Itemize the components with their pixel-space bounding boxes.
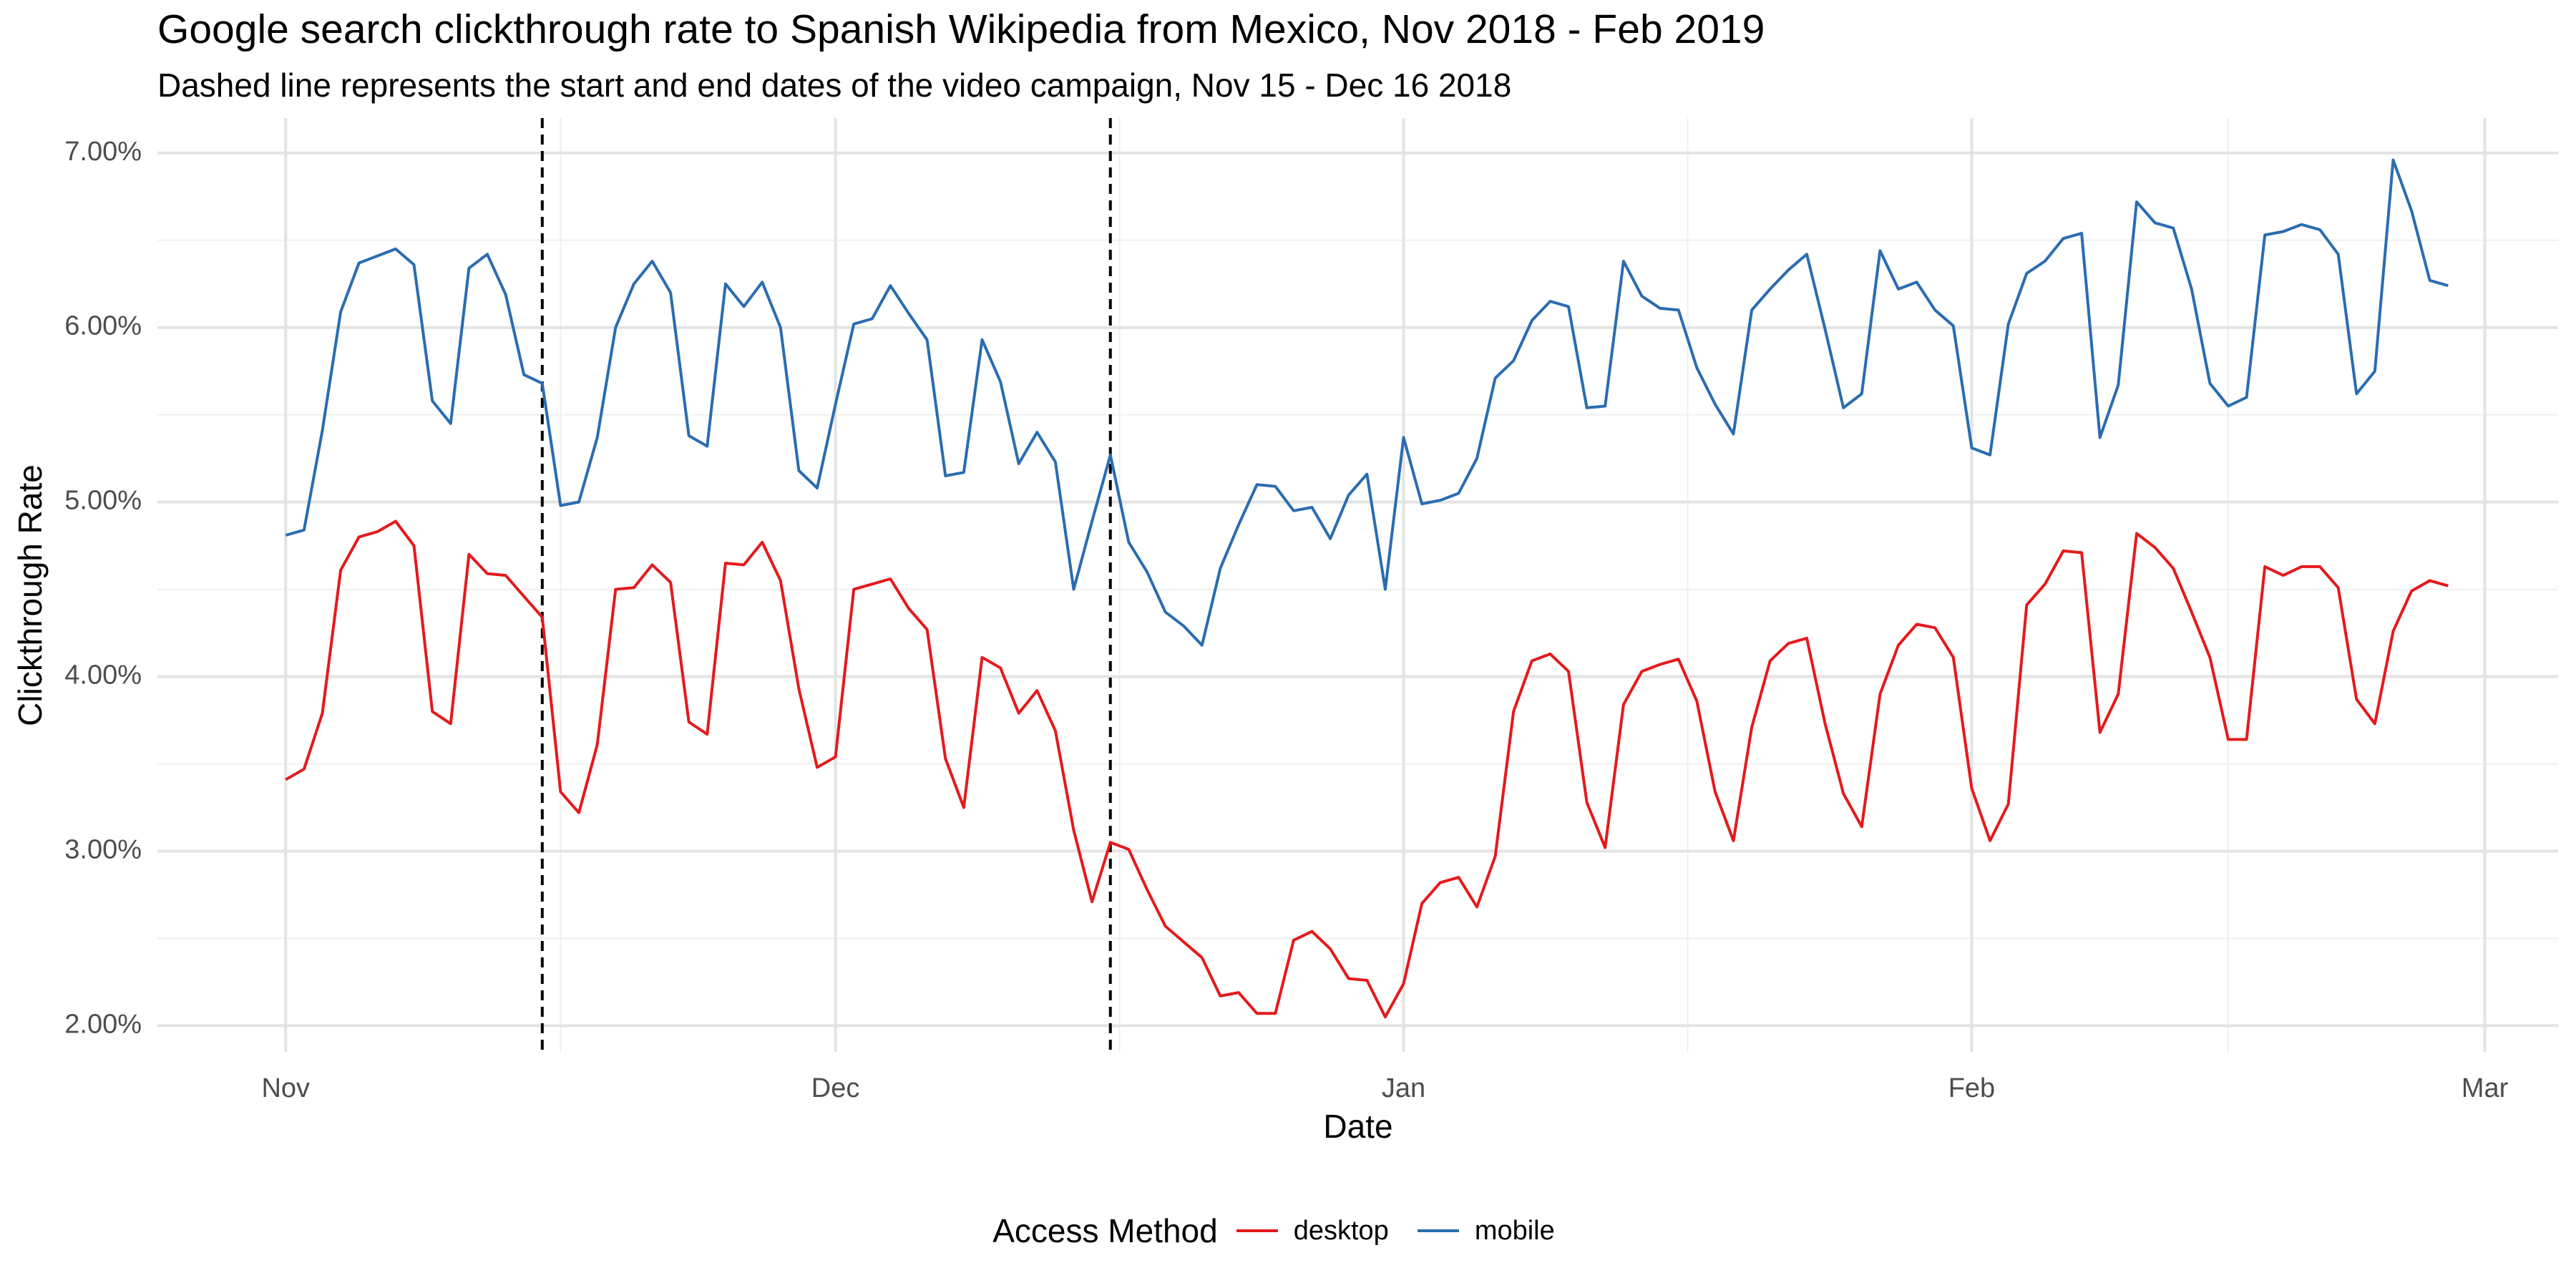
y-axis-title: Clickthrough Rate (11, 464, 49, 726)
y-axis-ticks: 2.00% 3.00% 4.00% 5.00% 6.00% 7.00% (64, 137, 142, 1040)
legend: Access Method desktop mobile (0, 1202, 2576, 1259)
y-tick-label: 3.00% (64, 835, 142, 865)
x-axis-ticks: Nov Dec Jan Feb Mar (261, 1073, 2508, 1103)
y-tick-label: 2.00% (64, 1009, 142, 1039)
major-gridlines (157, 118, 2558, 1052)
x-tick-label: Mar (2462, 1073, 2509, 1103)
minor-gridlines (157, 118, 2558, 1052)
chart-title: Google search clickthrough rate to Spani… (157, 6, 1765, 52)
legend-item-mobile: mobile (1417, 1215, 1555, 1246)
x-tick-label: Dec (811, 1073, 860, 1103)
x-tick-label: Jan (1382, 1073, 1425, 1103)
series-line-mobile (285, 158, 2449, 647)
series-lines (285, 158, 2449, 1019)
y-tick-label: 4.00% (64, 660, 142, 691)
chart-subtitle: Dashed line represents the start and end… (157, 67, 1512, 104)
legend-item-desktop: desktop (1236, 1216, 1389, 1246)
y-tick-label: 7.00% (64, 137, 142, 167)
y-tick-label: 5.00% (64, 486, 142, 516)
legend-key-desktop (1236, 1229, 1278, 1232)
legend-title: Access Method (992, 1212, 1218, 1249)
legend-label-mobile: mobile (1474, 1215, 1555, 1246)
series-line-desktop (285, 519, 2449, 1019)
x-tick-label: Feb (1948, 1073, 1995, 1103)
legend-label-desktop: desktop (1293, 1215, 1389, 1246)
campaign-date-lines (540, 118, 1112, 1052)
x-axis-title: Date (1323, 1108, 1392, 1145)
y-tick-label: 6.00% (64, 311, 142, 341)
x-tick-label: Nov (261, 1073, 310, 1103)
legend-key-mobile (1417, 1229, 1459, 1232)
